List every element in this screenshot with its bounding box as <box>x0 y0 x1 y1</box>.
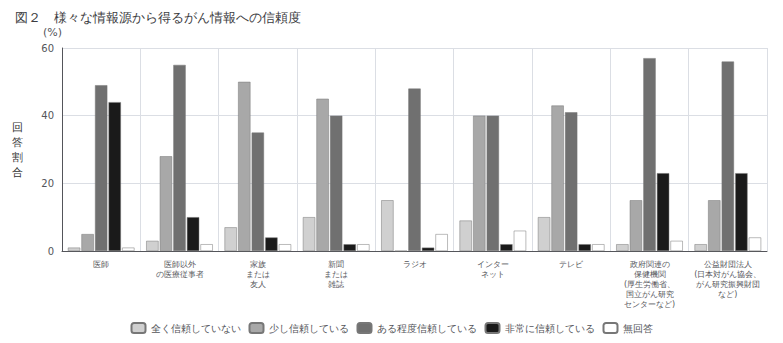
svg-text:または: または <box>246 270 270 279</box>
svg-text:ネット: ネット <box>481 270 505 279</box>
svg-text:政府関連の: 政府関連の <box>630 260 670 269</box>
svg-text:センターなど): センターなど) <box>624 300 675 309</box>
svg-text:回: 回 <box>12 121 23 134</box>
svg-text:新聞: 新聞 <box>328 260 344 269</box>
svg-text:答: 答 <box>12 136 23 149</box>
svg-text:の医療従事者: の医療従事者 <box>156 270 204 279</box>
svg-text:医師以外: 医師以外 <box>164 260 196 269</box>
svg-text:公益財団法人: 公益財団法人 <box>704 260 752 269</box>
svg-text:60: 60 <box>41 43 54 54</box>
svg-text:(日本対がん協会、: (日本対がん協会、 <box>694 270 761 279</box>
svg-text:国立がん研究: 国立がん研究 <box>626 290 674 299</box>
svg-text:医師: 医師 <box>93 260 109 269</box>
svg-text:20: 20 <box>41 178 54 189</box>
svg-text:少し信頼している: 少し信頼している <box>269 323 349 334</box>
svg-text:インター: インター <box>477 260 509 269</box>
svg-text:無回答: 無回答 <box>623 323 653 334</box>
svg-text:雑誌: 雑誌 <box>328 280 344 289</box>
svg-text:全く信頼していない: 全く信頼していない <box>151 323 241 334</box>
svg-text:または: または <box>324 270 348 279</box>
svg-text:ある程度信頼している: ある程度信頼している <box>377 323 477 334</box>
svg-text:友人: 友人 <box>250 280 266 289</box>
svg-text:ラジオ: ラジオ <box>403 260 427 269</box>
svg-text:非常に信頼している: 非常に信頼している <box>505 323 595 334</box>
svg-text:0: 0 <box>48 246 54 257</box>
svg-text:割: 割 <box>12 151 23 164</box>
svg-text:テレビ: テレビ <box>559 260 584 269</box>
svg-text:家族: 家族 <box>250 260 266 269</box>
svg-text:(%): (%) <box>43 26 62 39</box>
svg-text:40: 40 <box>41 110 54 121</box>
svg-text:保健機関: 保健機関 <box>634 270 666 279</box>
svg-text:図２ 様々な情報源から得るがん情報への信頼度: 図２ 様々な情報源から得るがん情報への信頼度 <box>15 10 301 25</box>
svg-text:など): など) <box>718 290 737 299</box>
svg-text:合: 合 <box>12 166 23 179</box>
svg-text:(厚生労働省、: (厚生労働省、 <box>624 280 675 289</box>
svg-text:がん研究振興財団: がん研究振興財団 <box>696 280 760 289</box>
